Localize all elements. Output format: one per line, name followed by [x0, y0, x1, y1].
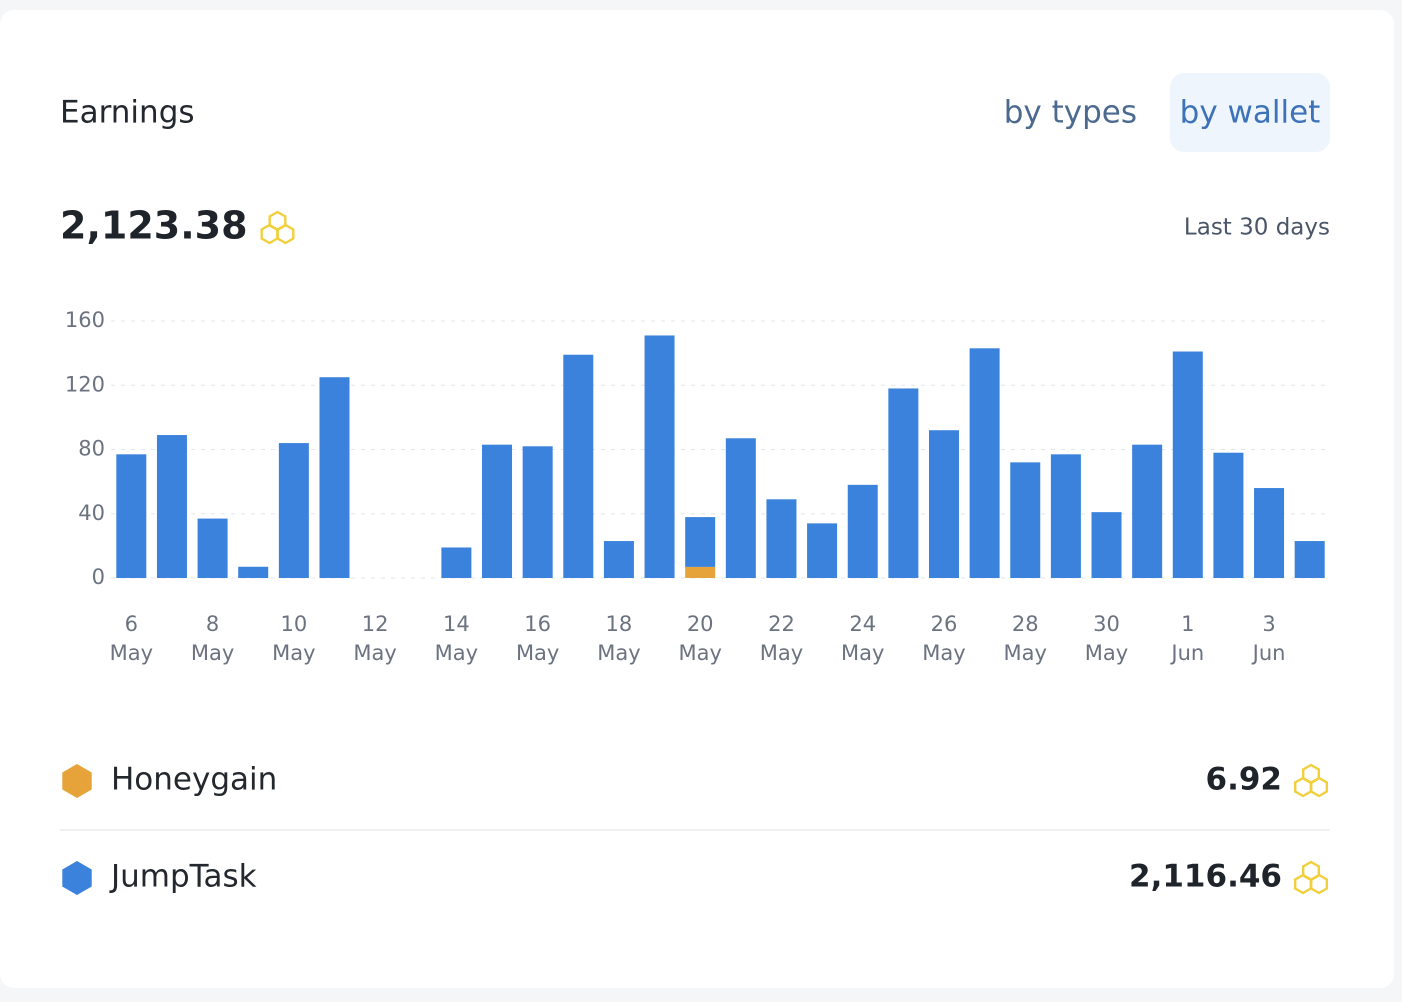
x-tick-label: 3 Jun [1251, 612, 1286, 665]
bar-segment [116, 454, 147, 578]
wallet-name: JumpTask [109, 859, 257, 895]
x-tick-label: 28 May [1004, 612, 1047, 665]
bar-segment [1172, 351, 1203, 578]
coin-icon [276, 223, 295, 245]
coin-icon [1309, 873, 1329, 895]
bar-segment [766, 499, 797, 578]
bar-segment [1213, 452, 1244, 578]
tab-by-wallet[interactable]: by wallet [1180, 95, 1321, 131]
bar-segment [156, 435, 187, 578]
bar-segment [563, 354, 594, 578]
x-tick-label: 1 Jun [1169, 612, 1204, 665]
y-tick-label: 160 [65, 308, 105, 332]
bar-segment [685, 566, 716, 578]
wallet-name: Honeygain [111, 762, 277, 798]
coin-icon [1309, 776, 1329, 798]
bar-segment [685, 517, 716, 567]
x-tick-label: 10 May [272, 612, 315, 665]
x-tick-label: 24 May [841, 612, 884, 665]
bar-segment [1010, 462, 1041, 578]
x-tick-label: 22 May [760, 612, 803, 665]
y-tick-label: 0 [92, 565, 105, 589]
x-tick-label: 18 May [597, 612, 640, 665]
y-tick-label: 40 [78, 501, 105, 525]
bar-segment [238, 566, 269, 578]
x-tick-label: 16 May [516, 612, 559, 665]
bar-segment [1091, 512, 1122, 578]
card-title: Earnings [60, 95, 195, 131]
x-tick-label: 20 May [678, 612, 721, 665]
period: Last 30 days [1184, 215, 1330, 241]
bar-segment [603, 541, 634, 578]
x-tick-label: 14 May [435, 612, 478, 665]
bar-segment [319, 377, 350, 578]
bar-segment [197, 518, 228, 578]
bar-segment [482, 444, 513, 578]
x-tick-label: 6 May [110, 612, 153, 665]
bar-segment [847, 484, 878, 578]
card-bg [0, 10, 1394, 988]
bar-segment [807, 523, 838, 578]
bar-segment [644, 335, 675, 578]
total-earnings: 2,123.38 [60, 204, 248, 248]
bar-segment [441, 547, 472, 578]
bar-segment [725, 438, 756, 578]
y-tick-label: 120 [65, 372, 105, 396]
x-tick-label: 26 May [922, 612, 965, 665]
x-tick-label: 12 May [353, 612, 396, 665]
bar-segment [278, 443, 309, 578]
tab-by-types[interactable]: by types [1004, 95, 1137, 131]
bar-segment [522, 446, 553, 578]
wallet-total: 6.92 [1206, 762, 1283, 798]
wallet-total: 2,116.46 [1129, 859, 1282, 895]
x-tick-label: 8 May [191, 612, 234, 665]
y-tick-label: 80 [78, 437, 105, 461]
bar-segment [1254, 488, 1285, 578]
bar-segment [1294, 541, 1325, 578]
tab-active-bg [1170, 73, 1330, 152]
x-tick-label: 30 May [1085, 612, 1128, 665]
bar-segment [888, 388, 919, 578]
bar-segment [969, 348, 1000, 578]
wallet-icon [62, 861, 92, 895]
bar-segment [928, 430, 959, 578]
bar-segment [1050, 454, 1081, 578]
wallet-icon [62, 764, 92, 798]
bar-segment [1132, 444, 1163, 578]
